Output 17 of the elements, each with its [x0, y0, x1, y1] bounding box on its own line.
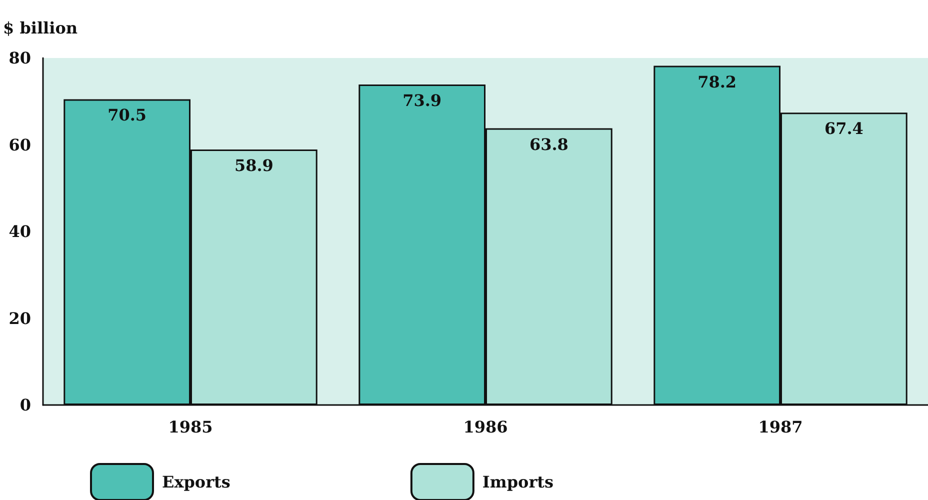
x-tick-label: 1985: [168, 418, 213, 436]
data-label: 78.2: [698, 72, 737, 92]
y-axis-title: $ billion: [3, 18, 78, 38]
legend-label: Imports: [482, 472, 554, 492]
data-label: 58.9: [234, 156, 274, 176]
data-label: 70.5: [108, 106, 147, 125]
y-tick-label: 80: [8, 48, 31, 68]
data-label: 67.4: [824, 119, 864, 138]
data-label: 63.8: [529, 134, 568, 154]
x-tick-label: 1987: [758, 418, 803, 436]
x-tick-label: 1986: [463, 418, 508, 436]
legend-label: Exports: [162, 472, 230, 492]
y-tick-label: 60: [8, 135, 31, 154]
y-tick-label: 20: [8, 308, 31, 328]
y-tick-label: 0: [20, 396, 31, 414]
y-tick-label: 40: [8, 222, 31, 241]
data-label: 73.9: [402, 90, 442, 110]
